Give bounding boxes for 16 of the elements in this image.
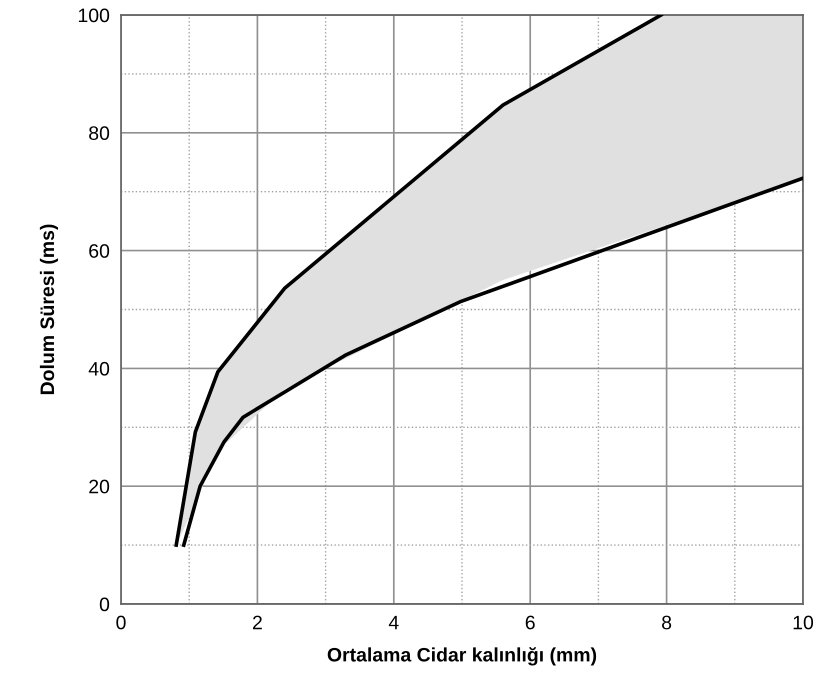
y-tick-label: 0 <box>100 597 110 612</box>
y-tick-label: 60 <box>89 244 110 258</box>
y-axis-title: Dolum Süresi (ms) <box>40 224 58 394</box>
x-tick-label: 2 <box>252 616 262 630</box>
y-tick-label: 80 <box>89 126 110 140</box>
y-tick-label: 40 <box>88 362 110 376</box>
y-tick-label: 100 <box>78 8 110 22</box>
x-tick-label: 4 <box>388 616 399 630</box>
x-tick-label: 6 <box>526 616 535 630</box>
x-tick-label: 0 <box>116 616 126 630</box>
x-axis-title: Ortalama Cidar kalınlığı (mm) <box>328 647 596 666</box>
x-tick-label: 10 <box>794 616 814 630</box>
y-tick-label: 20 <box>89 480 110 494</box>
x-tick-label: 8 <box>662 616 672 630</box>
line-series <box>182 176 803 547</box>
line-series <box>174 15 663 547</box>
